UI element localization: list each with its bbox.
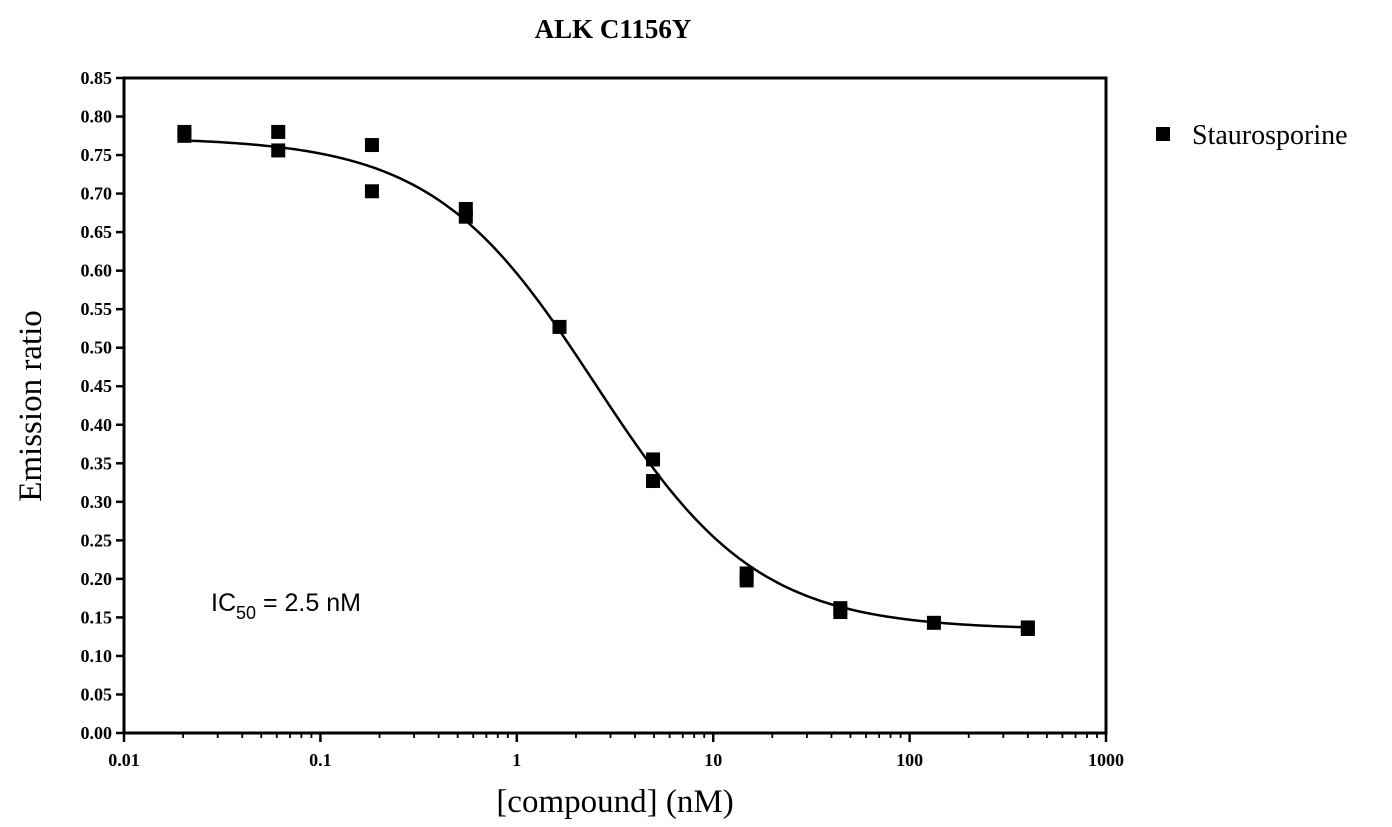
y-tick-label: 0.20 [81,569,113,589]
y-axis-label: Emission ratio [13,310,49,502]
x-tick-label: 1 [512,750,521,770]
data-point [833,605,848,620]
y-tick-label: 0.65 [81,222,113,242]
y-tick-label: 0.50 [81,338,113,358]
y-tick-label: 0.80 [81,107,113,127]
x-tick-label: 10 [704,750,722,770]
data-point [926,615,941,630]
data-point [1020,621,1035,636]
ic50-prefix: IC [211,589,236,617]
y-tick-label: 0.05 [81,684,113,704]
chart-title: ALK C1156Y [535,14,692,44]
data-point [271,143,286,158]
data-point [552,319,567,334]
y-tick-label: 0.55 [81,299,113,319]
legend: Staurosporine [1156,120,1348,151]
y-tick-label: 0.70 [81,184,113,204]
y-axis: 0.00 0.05 0.10 0.15 0.20 0.25 0.30 0.35 0.40 0.45… [81,68,124,743]
y-tick-label: 0.45 [81,376,113,396]
data-point [271,124,286,139]
y-tick-label: 0.00 [81,723,113,743]
y-tick-label: 0.35 [81,453,113,473]
y-tick-label: 0.10 [81,646,113,666]
y-tick-label: 0.40 [81,415,113,435]
legend-marker [1156,127,1170,141]
plot-border [122,76,1108,735]
x-axis-label: [compound] (nM) [496,784,733,820]
data-point [646,474,661,489]
y-tick-label: 0.60 [81,261,113,281]
ic50-annotation: IC50 = 2.5 nM [211,589,361,623]
data-point [646,452,661,467]
y-tick-label: 0.15 [81,607,113,627]
y-tick-label: 0.30 [81,492,113,512]
x-tick-label: 0.01 [108,750,140,770]
data-points [177,124,1035,636]
data-point [739,573,754,588]
y-tick-label: 0.85 [81,68,113,88]
data-point [458,209,473,224]
fit-curve [183,139,1028,629]
x-tick-label: 100 [896,750,923,770]
y-tick-label: 0.75 [81,145,113,165]
y-tick-label: 0.25 [81,530,113,550]
ic50-subscript: 50 [236,603,256,623]
x-axis: 0.01 0.1 1 10 100 1000 [108,733,1124,770]
x-tick-label: 1000 [1088,750,1124,770]
legend-label: Staurosporine [1192,120,1348,151]
x-tick-label: 0.1 [309,750,332,770]
data-point [364,138,379,153]
ic50-value: = 2.5 nM [256,589,361,617]
data-point [364,184,379,199]
plot-frame [122,76,1108,735]
data-point [177,128,192,143]
